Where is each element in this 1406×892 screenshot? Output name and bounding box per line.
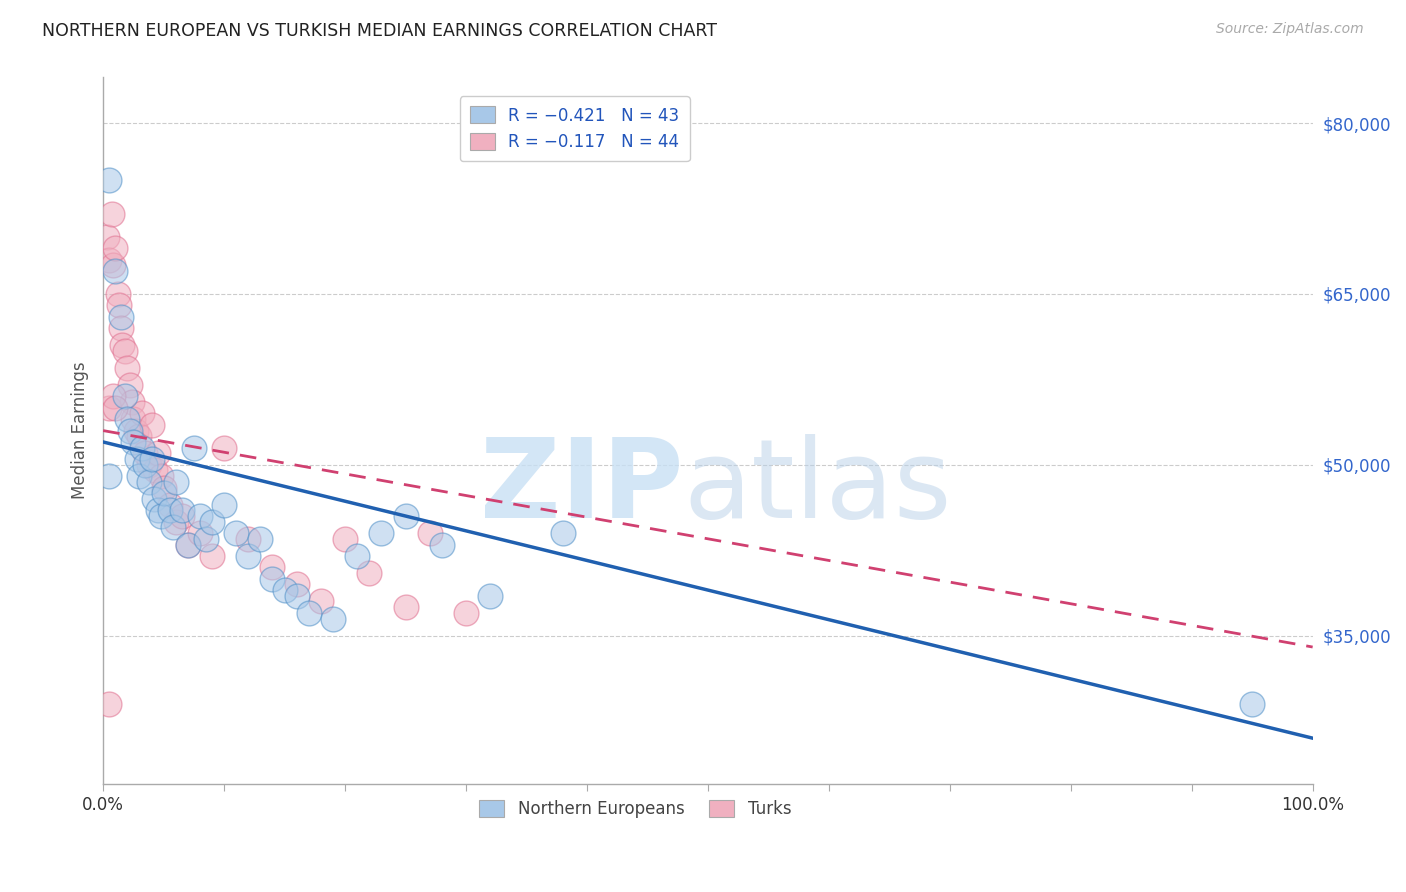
Point <box>96 230 118 244</box>
Point <box>152 486 174 500</box>
Point <box>125 452 148 467</box>
Point <box>150 509 173 524</box>
Point <box>134 446 156 460</box>
Point <box>104 264 127 278</box>
Text: ZIP: ZIP <box>481 434 683 541</box>
Point <box>117 360 139 375</box>
Point <box>212 441 235 455</box>
Point <box>122 434 145 449</box>
Y-axis label: Median Earnings: Median Earnings <box>72 362 89 500</box>
Point <box>177 537 200 551</box>
Point <box>1241 697 1264 711</box>
Point <box>322 611 344 625</box>
Point <box>238 549 260 563</box>
Point <box>201 549 224 563</box>
Point <box>110 310 132 324</box>
Point <box>249 532 271 546</box>
Point <box>346 549 368 563</box>
Point <box>359 566 381 580</box>
Point <box>142 491 165 506</box>
Point <box>104 401 127 415</box>
Point <box>108 298 131 312</box>
Point <box>150 469 173 483</box>
Point <box>125 424 148 438</box>
Point <box>121 395 143 409</box>
Point <box>165 515 187 529</box>
Point <box>146 446 169 460</box>
Point <box>262 560 284 574</box>
Point <box>152 481 174 495</box>
Point <box>128 429 150 443</box>
Point <box>201 515 224 529</box>
Point <box>159 503 181 517</box>
Point <box>114 389 136 403</box>
Point <box>238 532 260 546</box>
Point <box>101 259 124 273</box>
Point <box>170 503 193 517</box>
Point <box>370 526 392 541</box>
Point <box>394 509 416 524</box>
Point <box>118 378 141 392</box>
Point <box>141 452 163 467</box>
Point <box>298 606 321 620</box>
Point <box>117 412 139 426</box>
Point <box>131 407 153 421</box>
Point <box>309 594 332 608</box>
Point <box>170 509 193 524</box>
Point <box>430 537 453 551</box>
Point <box>131 441 153 455</box>
Point <box>285 589 308 603</box>
Point <box>479 589 502 603</box>
Point <box>225 526 247 541</box>
Point <box>333 532 356 546</box>
Point <box>183 441 205 455</box>
Point <box>100 207 122 221</box>
Text: Source: ZipAtlas.com: Source: ZipAtlas.com <box>1216 22 1364 37</box>
Point <box>138 475 160 489</box>
Point <box>138 458 160 472</box>
Point <box>98 697 121 711</box>
Point <box>273 583 295 598</box>
Point <box>165 475 187 489</box>
Point <box>98 401 121 415</box>
Point <box>454 606 477 620</box>
Point <box>419 526 441 541</box>
Point <box>114 343 136 358</box>
Point <box>118 424 141 438</box>
Point <box>134 458 156 472</box>
Text: NORTHERN EUROPEAN VS TURKISH MEDIAN EARNINGS CORRELATION CHART: NORTHERN EUROPEAN VS TURKISH MEDIAN EARN… <box>42 22 717 40</box>
Point <box>143 463 166 477</box>
Point <box>141 417 163 432</box>
Point <box>98 252 121 267</box>
Point <box>98 173 121 187</box>
Point <box>285 577 308 591</box>
Point <box>162 520 184 534</box>
Point <box>188 509 211 524</box>
Point <box>110 321 132 335</box>
Point <box>212 498 235 512</box>
Point <box>101 389 124 403</box>
Point <box>111 338 134 352</box>
Point <box>394 600 416 615</box>
Point <box>177 537 200 551</box>
Point <box>98 469 121 483</box>
Point <box>188 526 211 541</box>
Point <box>104 241 127 255</box>
Point <box>159 498 181 512</box>
Text: atlas: atlas <box>683 434 952 541</box>
Point <box>551 526 574 541</box>
Point <box>146 503 169 517</box>
Point <box>107 286 129 301</box>
Point <box>194 532 217 546</box>
Point <box>128 469 150 483</box>
Point <box>122 412 145 426</box>
Legend: Northern Europeans, Turks: Northern Europeans, Turks <box>472 793 799 825</box>
Point <box>262 572 284 586</box>
